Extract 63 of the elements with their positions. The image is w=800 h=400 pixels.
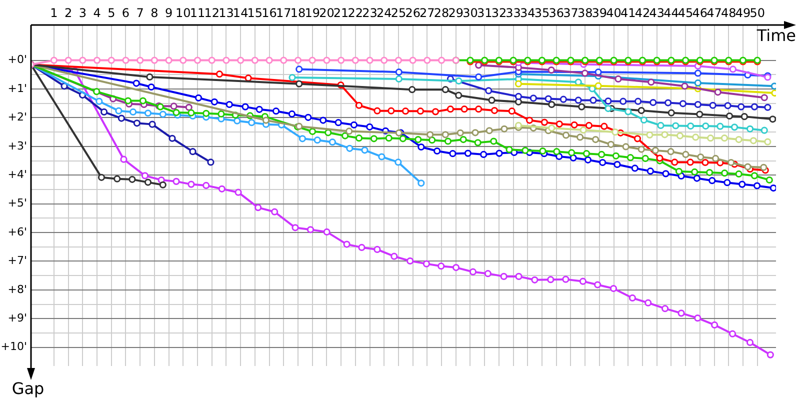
x-tick-label: 7 xyxy=(136,6,144,20)
x-tick-label: 32 xyxy=(491,6,507,20)
x-tick-label: 14 xyxy=(232,6,248,20)
x-tick-label: 2 xyxy=(64,6,72,20)
x-tick-label: 8 xyxy=(150,6,158,20)
x-tick-label: 48 xyxy=(720,6,736,20)
x-tick-label: 1 xyxy=(50,6,58,20)
y-tick-label: +6' xyxy=(8,225,27,238)
x-tick-label: 45 xyxy=(678,6,694,20)
y-tick-label: +2' xyxy=(8,110,27,124)
x-tick-label: 24 xyxy=(376,6,392,20)
x-tick-label: 49 xyxy=(735,6,751,20)
x-tick-label: 12 xyxy=(204,6,220,20)
y-tick-label: +1' xyxy=(8,82,27,95)
x-tick-label: 5 xyxy=(108,6,116,20)
y-tick-label: +8' xyxy=(8,282,27,296)
x-tick-label: 25 xyxy=(390,6,406,20)
x-tick-label: 17 xyxy=(276,6,292,20)
x-tick-label: 44 xyxy=(664,6,679,20)
x-axis-title: Time xyxy=(756,26,796,46)
x-tick-label: 41 xyxy=(620,6,636,20)
x-tick-label: 22 xyxy=(348,6,364,20)
x-tick-label: 13 xyxy=(218,6,234,20)
x-tick-label: 38 xyxy=(577,6,593,20)
y-tick-label: +7' xyxy=(8,254,27,268)
x-tick-label: 19 xyxy=(304,6,320,20)
y-tick-label: +9' xyxy=(8,312,27,324)
y-tick-label: +3' xyxy=(8,139,27,152)
x-tick-label: 31 xyxy=(476,6,492,20)
y-tick-label: +5' xyxy=(8,196,27,210)
x-tick-label: 30 xyxy=(462,6,478,20)
x-tick-label: 10 xyxy=(176,6,191,20)
x-tick-label: 11 xyxy=(190,6,206,20)
x-tick-label: 50 xyxy=(750,6,765,20)
y-tick-label: +4' xyxy=(8,168,27,181)
x-tick-label: 6 xyxy=(122,6,130,20)
x-tick-label: 9 xyxy=(164,6,173,20)
x-tick-label: 23 xyxy=(362,6,378,20)
x-tick-label: 28 xyxy=(434,6,450,20)
x-tick-label: 26 xyxy=(405,6,420,20)
x-tick-label: 18 xyxy=(290,6,306,20)
x-tick-label: 37 xyxy=(563,6,578,20)
x-tick-label: 34 xyxy=(520,6,536,20)
x-tick-label: 20 xyxy=(319,6,334,20)
y-axis-title: Gap xyxy=(12,379,44,398)
x-tick-label: 27 xyxy=(420,6,435,20)
x-tick-label: 16 xyxy=(262,6,277,20)
x-tick-label: 40 xyxy=(606,6,622,20)
x-tick-label: 43 xyxy=(649,6,664,20)
x-tick-label: 39 xyxy=(592,6,608,20)
x-tick-label: 3 xyxy=(78,6,86,20)
x-tick-label: 47 xyxy=(706,6,722,20)
y-tick-label: +0' xyxy=(8,53,27,66)
x-tick-label: 21 xyxy=(333,6,349,20)
x-tick-label: 4 xyxy=(93,6,101,20)
x-tick-label: 36 xyxy=(548,6,564,20)
x-tick-label: 42 xyxy=(634,6,650,20)
x-tick-label: 15 xyxy=(247,6,263,20)
x-tick-label: 46 xyxy=(692,6,708,20)
x-tick-label: 29 xyxy=(448,6,464,20)
y-tick-label: +10' xyxy=(0,340,27,354)
x-tick-label: 33 xyxy=(506,6,521,20)
x-tick-label: 35 xyxy=(534,6,550,20)
